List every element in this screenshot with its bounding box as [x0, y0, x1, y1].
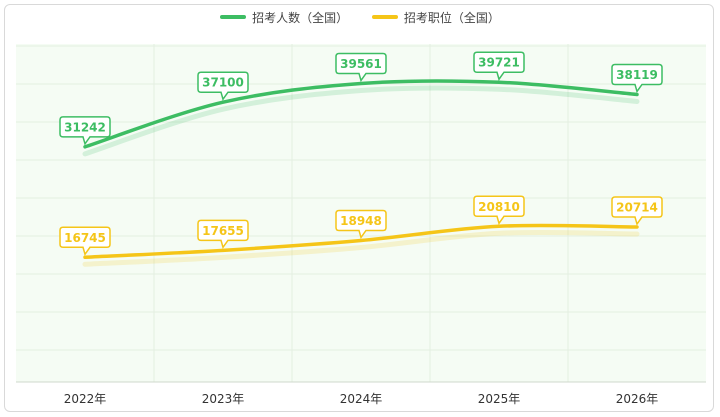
data-label-box [59, 226, 111, 256]
legend-item-series-0[interactable]: 招考人数（全国） [220, 9, 348, 26]
x-tick-label: 2025年 [478, 392, 521, 406]
x-tick-label: 2023年 [202, 392, 245, 406]
series-0-line [83, 79, 639, 149]
legend-label-series-0: 招考人数（全国） [252, 10, 349, 25]
series-1-shadow [82, 229, 640, 267]
data-label: 39561 [340, 57, 382, 71]
data-label: 16745 [64, 231, 106, 245]
data-label-box [473, 195, 525, 225]
x-tick-label: 2024年 [340, 392, 383, 406]
data-label: 39721 [478, 56, 520, 70]
data-label: 20714 [616, 201, 658, 215]
data-label: 31242 [64, 120, 106, 134]
data-label: 37100 [202, 76, 244, 90]
data-label-box [59, 116, 111, 146]
data-label-box [473, 51, 525, 81]
data-label: 20810 [478, 200, 520, 214]
legend: 招考人数（全国） 招考职位（全国） [0, 8, 720, 26]
legend-swatch-series-0 [220, 15, 247, 19]
x-tick-label: 2022年 [64, 392, 107, 406]
data-label: 18948 [340, 214, 382, 228]
data-label-box [197, 219, 249, 250]
legend-label-series-1: 招考职位（全国） [403, 10, 500, 25]
data-label-box [611, 63, 663, 94]
data-label: 38119 [616, 68, 658, 82]
data-label: 17655 [202, 224, 244, 238]
legend-swatch-series-1 [371, 15, 398, 19]
series-0-shadow [82, 85, 640, 157]
series-1-line [83, 223, 639, 260]
data-label-box [611, 196, 663, 226]
data-label-box [335, 52, 387, 83]
data-label-box [335, 209, 387, 240]
data-label-box [197, 71, 249, 101]
legend-item-series-1[interactable]: 招考职位（全国） [371, 9, 500, 26]
x-tick-label: 2026年 [616, 392, 659, 406]
